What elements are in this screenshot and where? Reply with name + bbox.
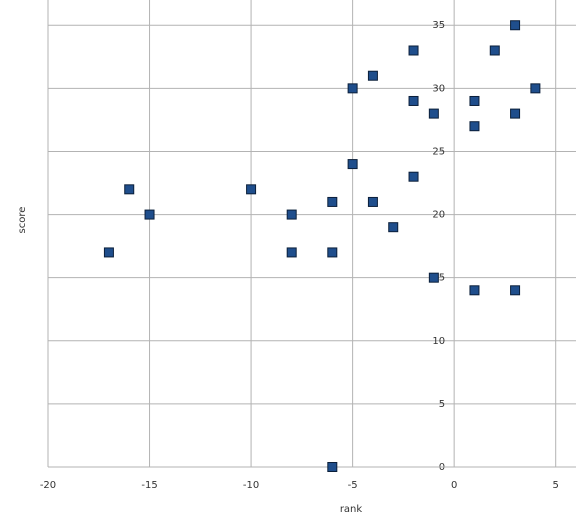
- point: [327, 196, 338, 207]
- point: [367, 196, 378, 207]
- y-tick-label: 35: [432, 20, 445, 31]
- point: [530, 83, 541, 94]
- x-axis-label: rank: [340, 504, 363, 515]
- point: [510, 285, 521, 296]
- point: [510, 20, 521, 31]
- point: [469, 121, 480, 132]
- y-tick-label: 10: [432, 336, 445, 347]
- point: [428, 108, 439, 119]
- y-tick-label: 20: [432, 210, 445, 221]
- x-tick-label: -10: [243, 480, 259, 491]
- point: [286, 247, 297, 258]
- point: [489, 45, 500, 56]
- point: [469, 95, 480, 106]
- point: [347, 159, 358, 170]
- x-tick-label: 0: [451, 480, 457, 491]
- y-axis-label: score: [17, 207, 28, 234]
- x-tick-label: 5: [553, 480, 559, 491]
- point: [428, 272, 439, 283]
- y-tick-label: 30: [432, 83, 445, 94]
- point: [327, 247, 338, 258]
- x-tick-label: -20: [40, 480, 56, 491]
- y-tick-label: 25: [432, 146, 445, 157]
- x-tick-label: -15: [141, 480, 157, 491]
- point: [103, 247, 114, 258]
- x-tick-label: -5: [348, 480, 358, 491]
- point: [286, 209, 297, 220]
- point: [408, 45, 419, 56]
- y-tick-label: 5: [439, 399, 445, 410]
- point: [469, 285, 480, 296]
- point: [367, 70, 378, 81]
- point: [124, 184, 135, 195]
- point: [510, 108, 521, 119]
- point: [246, 184, 257, 195]
- point: [327, 462, 338, 472]
- point: [408, 171, 419, 182]
- point: [347, 83, 358, 94]
- point: [408, 95, 419, 106]
- point: [144, 209, 155, 220]
- point: [388, 222, 399, 233]
